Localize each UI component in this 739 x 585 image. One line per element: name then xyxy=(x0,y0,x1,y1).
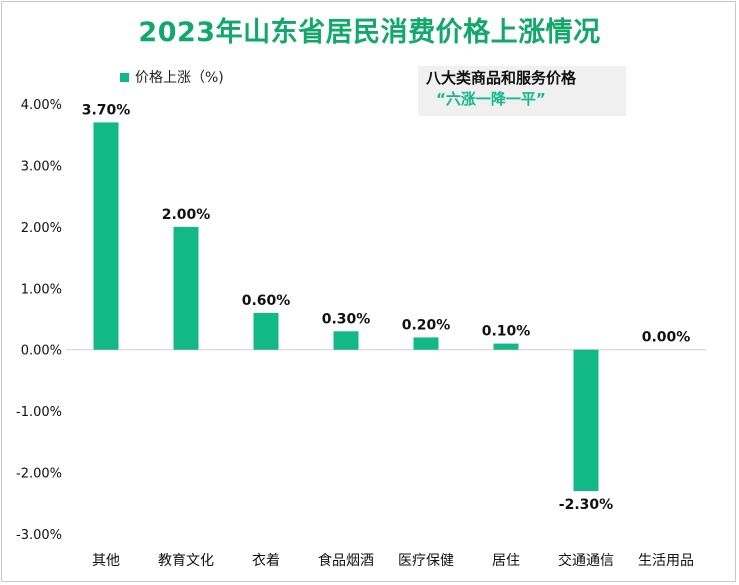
bar xyxy=(333,331,359,350)
category-label: 其他 xyxy=(92,553,120,569)
category-label: 居住 xyxy=(492,553,520,569)
y-tick-label: 4.00% xyxy=(21,98,62,113)
data-label: 2.00% xyxy=(162,207,211,223)
category-label: 生活用品 xyxy=(638,553,694,569)
y-tick-label: 2.00% xyxy=(21,221,62,236)
data-label: 0.20% xyxy=(402,317,451,333)
bar xyxy=(573,349,599,491)
legend: 价格上涨（%) xyxy=(120,68,224,86)
chart-title: 2023年山东省居民消费价格上涨情况 xyxy=(138,17,601,48)
bar xyxy=(173,226,199,350)
category-label: 医疗保健 xyxy=(398,553,454,569)
bar xyxy=(253,312,279,350)
annotation-line-1: 八大类商品和服务价格 xyxy=(426,69,577,87)
data-label: 0.30% xyxy=(322,311,371,327)
category-label: 衣着 xyxy=(252,553,280,569)
y-tick-label: -2.00% xyxy=(16,467,62,482)
annotation-line-2: “六涨一降一平” xyxy=(436,90,546,108)
data-label: 0.00% xyxy=(642,330,691,346)
data-label: 0.10% xyxy=(482,324,531,340)
legend-label: 价格上涨（%) xyxy=(135,70,224,86)
category-label: 食品烟酒 xyxy=(318,552,374,569)
legend-swatch xyxy=(120,72,129,82)
category-label: 交通通信 xyxy=(558,552,614,569)
y-tick-label: 0.00% xyxy=(21,344,62,359)
y-tick-label: -3.00% xyxy=(16,528,62,543)
y-tick-label: -1.00% xyxy=(16,405,62,420)
bar xyxy=(413,337,439,350)
bar xyxy=(93,122,119,350)
category-label: 教育文化 xyxy=(158,553,214,569)
data-label: -2.30% xyxy=(559,497,613,513)
annotation-box: 八大类商品和服务价格 “六涨一降一平” xyxy=(418,66,626,116)
y-tick-label: 3.00% xyxy=(21,159,62,174)
data-label: 0.60% xyxy=(242,293,291,309)
data-label: 3.70% xyxy=(82,102,131,118)
bar xyxy=(493,343,519,350)
y-tick-label: 1.00% xyxy=(21,282,62,297)
